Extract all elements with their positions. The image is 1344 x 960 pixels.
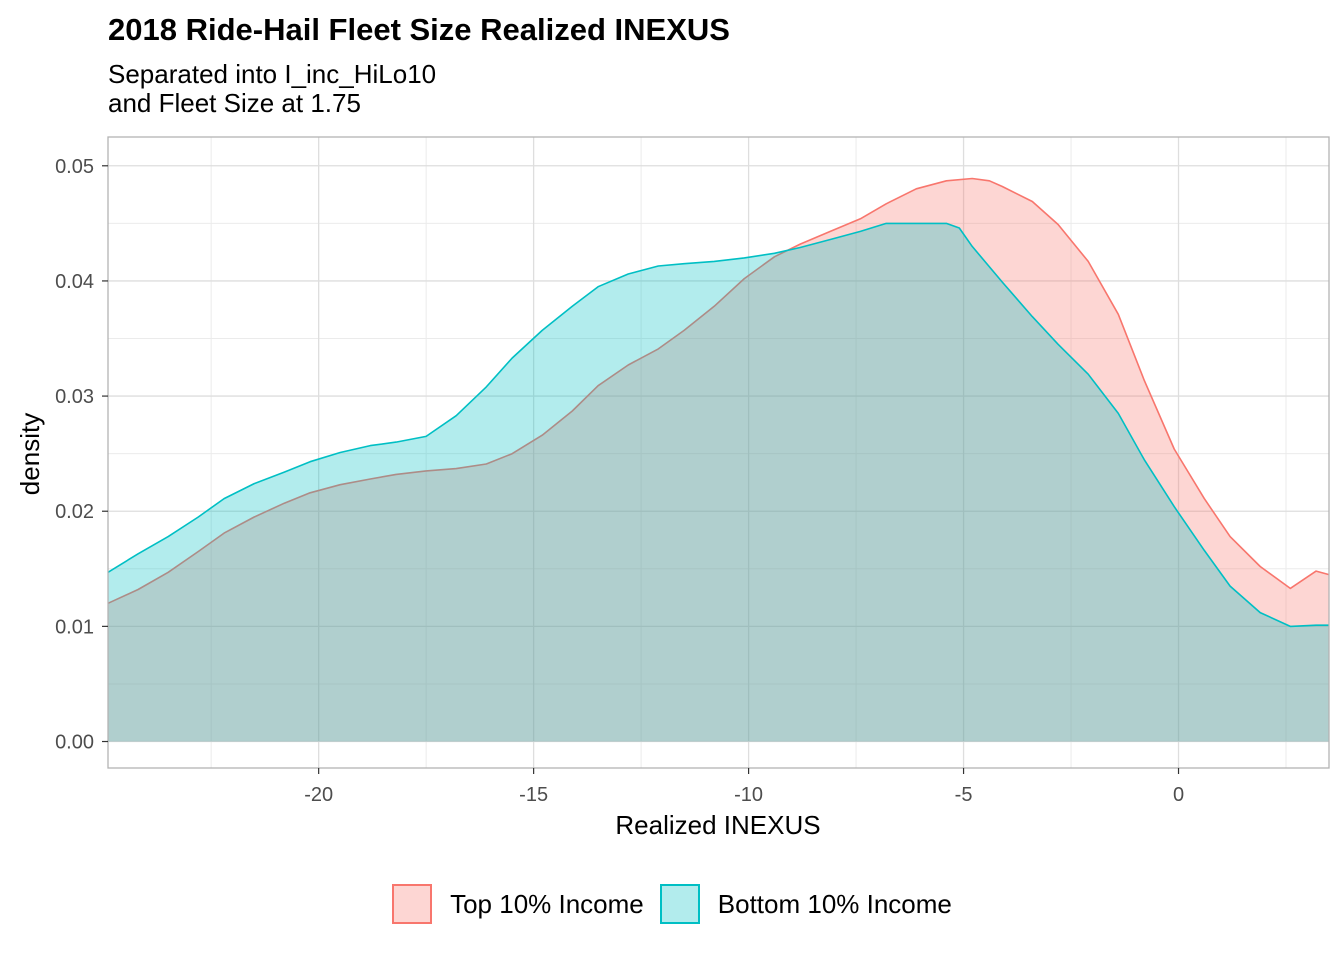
legend-label-top-10: Top 10% Income: [450, 888, 644, 919]
legend-label-bottom-10: Bottom 10% Income: [717, 888, 952, 919]
subtitle-line-2: and Fleet Size at 1.75: [108, 88, 361, 118]
grid-major: [108, 137, 1329, 768]
density-areas: [107, 177, 1330, 742]
density-area-bottom-10: [108, 223, 1329, 742]
x-tick-label: -5: [955, 784, 973, 806]
chart-subtitle: Separated into I_inc_HiLo10 and Fleet Si…: [108, 60, 436, 118]
density-line-top-10: [107, 177, 1330, 605]
legend-swatch-top-10: [392, 884, 433, 924]
x-tick-label: -15: [519, 784, 548, 806]
x-tick-label: -20: [304, 784, 333, 806]
panel-border: [107, 136, 1330, 769]
y-tick-label: 0.04: [55, 271, 94, 293]
y-tick-label: 0.01: [55, 616, 94, 638]
subtitle-line-1: Separated into I_inc_HiLo10: [108, 59, 437, 89]
grid-minor: [108, 137, 1329, 768]
y-axis-label: density: [15, 413, 45, 495]
x-axis-label: Realized INEXUS: [615, 810, 820, 840]
y-axis-ticks: 0.00 0.01 0.02 0.03 0.04 0.05: [55, 156, 108, 754]
x-tick-label: 0: [1173, 784, 1184, 806]
density-area-top-10: [108, 178, 1329, 742]
x-axis-ticks: -20 -15 -10 -5 0: [304, 768, 1184, 806]
y-tick-label: 0.05: [55, 156, 94, 178]
legend: Top 10% Income Bottom 10% Income: [0, 884, 1344, 924]
density-line-bottom-10: [107, 222, 1329, 628]
chart-title: 2018 Ride-Hail Fleet Size Realized INEXU…: [108, 12, 730, 47]
x-tick-label: -10: [734, 784, 763, 806]
legend-swatch-bottom-10: [659, 884, 700, 924]
y-tick-label: 0.02: [55, 501, 94, 523]
legend-item-top-10: Top 10% Income: [392, 884, 644, 924]
y-tick-label: 0.00: [55, 732, 94, 754]
y-tick-label: 0.03: [55, 386, 94, 408]
legend-item-bottom-10: Bottom 10% Income: [659, 884, 952, 924]
